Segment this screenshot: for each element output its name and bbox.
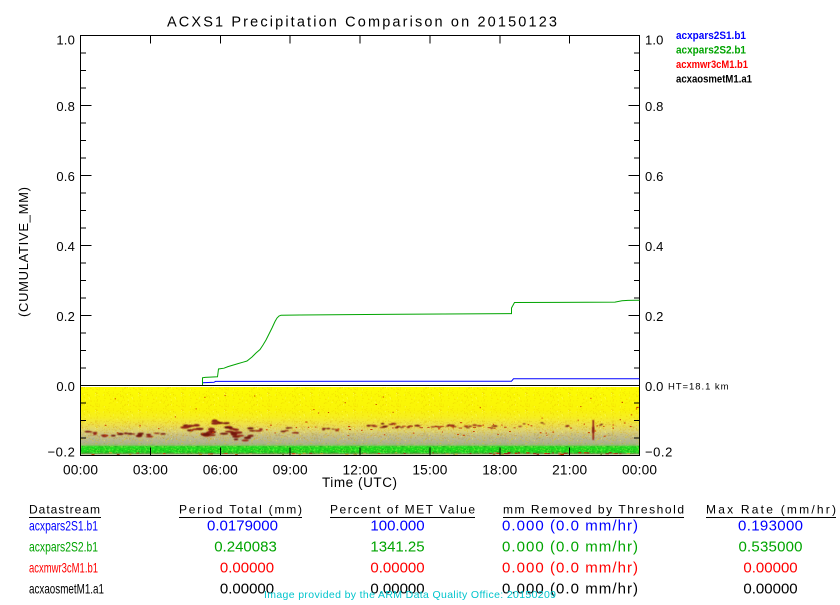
svg-text:0.000 (0.0 mm/hr): 0.000 (0.0 mm/hr) — [502, 581, 638, 598]
svg-text:0.6: 0.6 — [56, 169, 74, 184]
svg-text:acxpars2S2.b1: acxpars2S2.b1 — [29, 539, 98, 555]
svg-text:15:00: 15:00 — [412, 462, 447, 477]
svg-text:Time (UTC): Time (UTC) — [322, 475, 397, 490]
svg-text:0.8: 0.8 — [645, 99, 663, 114]
svg-text:0.00000: 0.00000 — [370, 581, 424, 598]
svg-text:acxaosmetM1.a1: acxaosmetM1.a1 — [29, 581, 104, 597]
svg-text:ACXS1 Precipitation Comparison: ACXS1 Precipitation Comparison on 201501… — [167, 15, 557, 31]
svg-text:acxmwr3cM1.b1: acxmwr3cM1.b1 — [29, 560, 98, 576]
svg-text:acxpars2S1.b1: acxpars2S1.b1 — [29, 518, 98, 534]
svg-text:acxmwr3cM1.b1: acxmwr3cM1.b1 — [676, 59, 748, 71]
svg-text:0.000 (0.0 mm/hr): 0.000 (0.0 mm/hr) — [502, 518, 638, 535]
svg-text:acxpars2S1.b1: acxpars2S1.b1 — [676, 30, 746, 42]
svg-text:0.00000: 0.00000 — [743, 560, 797, 577]
svg-text:mm Removed by Threshold: mm Removed by Threshold — [503, 503, 684, 517]
svg-text:acxaosmetM1.a1: acxaosmetM1.a1 — [676, 74, 752, 86]
svg-text:00:00: 00:00 — [63, 462, 98, 477]
svg-text:0.0: 0.0 — [56, 379, 74, 394]
svg-text:0.2: 0.2 — [645, 309, 663, 324]
svg-text:0.00000: 0.00000 — [220, 560, 274, 577]
svg-text:Max Rate (mm/hr): Max Rate (mm/hr) — [706, 503, 836, 517]
svg-text:0.00000: 0.00000 — [220, 581, 274, 598]
svg-text:Percent of MET Value: Percent of MET Value — [330, 503, 475, 517]
svg-text:0.6: 0.6 — [645, 169, 663, 184]
svg-text:−0.2: −0.2 — [645, 444, 672, 459]
svg-text:HT=18.1 km: HT=18.1 km — [668, 381, 729, 392]
svg-text:Datastream: Datastream — [29, 503, 100, 517]
svg-text:(CUMULATIVE_MM): (CUMULATIVE_MM) — [16, 187, 31, 317]
svg-text:06:00: 06:00 — [203, 462, 238, 477]
svg-text:0.0: 0.0 — [645, 379, 663, 394]
svg-text:00:00: 00:00 — [622, 462, 657, 477]
svg-text:0.000 (0.0 mm/hr): 0.000 (0.0 mm/hr) — [502, 539, 638, 556]
svg-text:0.4: 0.4 — [645, 239, 663, 254]
svg-text:−0.2: −0.2 — [48, 444, 75, 459]
svg-text:100.000: 100.000 — [370, 518, 424, 535]
svg-text:0.8: 0.8 — [56, 99, 74, 114]
svg-text:18:00: 18:00 — [482, 462, 517, 477]
svg-text:09:00: 09:00 — [273, 462, 308, 477]
svg-text:1341.25: 1341.25 — [370, 539, 424, 556]
svg-text:0.00000: 0.00000 — [370, 560, 424, 577]
svg-text:0.535000: 0.535000 — [739, 539, 803, 556]
svg-text:03:00: 03:00 — [133, 462, 168, 477]
svg-text:0.2: 0.2 — [56, 309, 74, 324]
svg-text:0.00000: 0.00000 — [743, 581, 797, 598]
svg-text:0.193000: 0.193000 — [738, 518, 803, 535]
svg-text:1.0: 1.0 — [645, 33, 663, 48]
svg-text:0.4: 0.4 — [56, 239, 74, 254]
svg-text:1.0: 1.0 — [56, 33, 74, 48]
svg-text:21:00: 21:00 — [552, 462, 587, 477]
svg-text:12:00: 12:00 — [343, 462, 378, 477]
svg-text:Image provided by the ARM Data: Image provided by the ARM Data Quality O… — [264, 589, 556, 600]
svg-text:0.000 (0.0 mm/hr): 0.000 (0.0 mm/hr) — [502, 560, 638, 577]
svg-text:0.0179000: 0.0179000 — [207, 518, 278, 535]
svg-text:Period Total (mm): Period Total (mm) — [179, 503, 302, 517]
svg-text:0.240083: 0.240083 — [214, 539, 277, 556]
svg-text:acxpars2S2.b1: acxpars2S2.b1 — [676, 45, 746, 57]
